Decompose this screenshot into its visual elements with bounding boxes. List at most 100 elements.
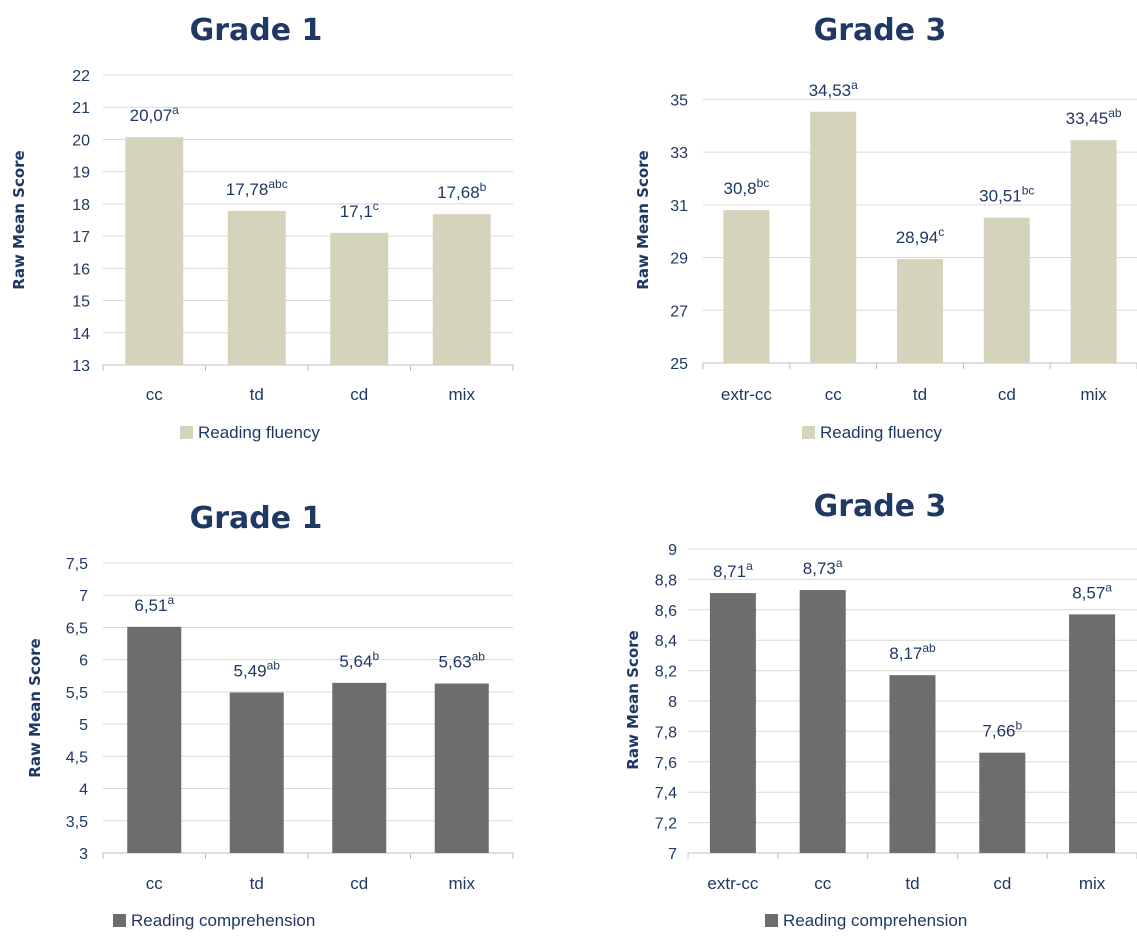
- legend: Reading fluency: [802, 423, 942, 442]
- bar-td: [229, 692, 284, 853]
- y-axis-label: Raw Mean Score: [26, 638, 44, 777]
- data-label: 20,07a: [130, 103, 180, 125]
- bar-mix: [432, 214, 491, 365]
- y-tick-label: 3: [79, 846, 88, 863]
- data-label: 34,53a: [809, 78, 859, 100]
- bar-mix: [1070, 140, 1117, 363]
- y-tick-label: 17: [72, 229, 90, 246]
- bar-cd: [983, 217, 1030, 363]
- bar-cc: [810, 111, 857, 363]
- y-tick-label: 4,5: [66, 749, 88, 766]
- y-tick-label: 8,6: [655, 603, 677, 620]
- x-tick-label: td: [250, 874, 264, 893]
- y-tick-label: 7,8: [655, 724, 677, 741]
- legend-label: Reading comprehension: [783, 911, 967, 930]
- data-label: 6,51a: [134, 593, 174, 615]
- bar-cc: [125, 137, 184, 365]
- y-tick-label: 8,4: [655, 633, 677, 650]
- y-tick-label: 5,5: [66, 685, 88, 702]
- legend-label: Reading comprehension: [131, 911, 315, 930]
- chart-title: Grade 1: [190, 501, 323, 536]
- data-label: 8,73a: [803, 556, 843, 578]
- y-axis-label: Raw Mean Score: [10, 150, 28, 289]
- x-tick-label: cd: [993, 874, 1011, 893]
- y-tick-label: 3,5: [66, 814, 88, 831]
- bar-cc: [127, 626, 182, 853]
- y-tick-label: 9: [668, 542, 677, 559]
- legend-swatch: [765, 914, 778, 927]
- y-tick-label: 19: [72, 165, 90, 182]
- bar-cc: [799, 590, 846, 853]
- y-tick-label: 35: [670, 92, 688, 109]
- legend: Reading fluency: [180, 423, 320, 442]
- legend-swatch: [180, 426, 193, 439]
- y-tick-label: 22: [72, 68, 90, 85]
- data-label: 17,68b: [437, 180, 487, 202]
- legend-swatch: [802, 426, 815, 439]
- data-label: 30,8bc: [724, 176, 770, 198]
- bar-extr-cc: [709, 593, 756, 853]
- bar-extr-cc: [723, 210, 770, 363]
- y-tick-label: 6,5: [66, 620, 88, 637]
- data-label: 17,1c: [340, 199, 379, 221]
- x-tick-label: extr-cc: [707, 874, 759, 893]
- x-tick-label: td: [905, 874, 919, 893]
- bar-cd: [979, 752, 1026, 853]
- data-label: 5,49ab: [234, 659, 281, 681]
- y-tick-label: 8,8: [655, 572, 677, 589]
- y-tick-label: 7,5: [66, 556, 88, 573]
- x-tick-label: cc: [825, 385, 843, 404]
- y-tick-label: 15: [72, 294, 90, 311]
- x-tick-label: mix: [449, 385, 476, 404]
- chart-3: Grade 1 Raw Mean Score 3 3,5 4 4,5 5 5,5 6 6,5 7 7,…: [26, 501, 514, 930]
- y-axis-label: Raw Mean Score: [624, 630, 642, 769]
- y-tick-label: 21: [72, 100, 90, 117]
- y-tick-label: 31: [670, 198, 688, 215]
- x-tick-label: cc: [814, 874, 832, 893]
- y-tick-label: 16: [72, 261, 90, 278]
- y-tick-label: 7,4: [655, 785, 677, 802]
- x-tick-label: td: [250, 385, 264, 404]
- x-tick-label: cc: [146, 874, 164, 893]
- bar-td: [897, 259, 943, 363]
- y-tick-label: 18: [72, 197, 90, 214]
- y-tick-label: 14: [72, 326, 90, 343]
- y-tick-label: 13: [72, 358, 90, 375]
- y-tick-label: 7: [668, 846, 677, 863]
- y-tick-label: 7,6: [655, 755, 677, 772]
- legend: Reading comprehension: [113, 911, 315, 930]
- y-tick-label: 20: [72, 132, 90, 149]
- chart-1: Grade 1 Raw Mean Score 13 14 15 16 17 18 19 20 21 2…: [10, 13, 514, 442]
- legend: Reading comprehension: [765, 911, 967, 930]
- y-tick-label: 7: [79, 588, 88, 605]
- x-tick-label: mix: [1079, 874, 1106, 893]
- data-label: 8,17ab: [889, 641, 936, 663]
- x-tick-label: cd: [350, 874, 368, 893]
- bar-mix: [434, 683, 489, 853]
- x-tick-label: extr-cc: [721, 385, 773, 404]
- data-label: 30,51bc: [979, 184, 1034, 206]
- data-label: 8,57a: [1072, 580, 1112, 602]
- chart-4: Grade 3 Raw Mean Score 7 7,2 7,4 7,6 7,8 8 8,2 8,…: [624, 489, 1137, 930]
- data-label: 17,78abc: [226, 177, 288, 199]
- y-tick-label: 29: [670, 251, 688, 268]
- chart-title: Grade 3: [814, 13, 947, 48]
- data-label: 28,94c: [896, 225, 945, 247]
- data-label: 5,64b: [339, 649, 379, 671]
- x-tick-label: td: [913, 385, 927, 404]
- chart-title: Grade 3: [814, 489, 947, 524]
- y-tick-label: 5: [79, 717, 88, 734]
- bar-mix: [1069, 614, 1116, 853]
- bar-cd: [330, 232, 389, 365]
- chart-title: Grade 1: [190, 13, 323, 48]
- x-tick-label: mix: [1080, 385, 1107, 404]
- y-tick-label: 7,2: [655, 816, 677, 833]
- y-tick-label: 25: [670, 356, 688, 373]
- x-tick-label: mix: [449, 874, 476, 893]
- y-tick-label: 4: [79, 782, 88, 799]
- y-tick-label: 8,2: [655, 664, 677, 681]
- legend-label: Reading fluency: [198, 423, 320, 442]
- x-tick-label: cd: [350, 385, 368, 404]
- data-label: 5,63ab: [439, 650, 486, 672]
